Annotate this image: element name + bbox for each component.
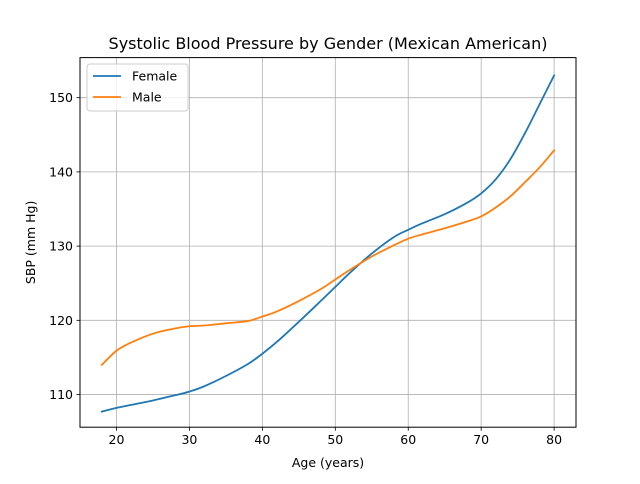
y-tick-label: 130 [49, 239, 73, 254]
y-tick-label: 120 [49, 313, 73, 328]
legend-label-female: Female [132, 69, 178, 84]
series-line-male [100, 149, 556, 367]
plot-frame [79, 57, 577, 428]
y-tick-label: 110 [49, 387, 73, 402]
axis-ticks: 20 30 40 50 60 70 80 110 120 130 140 150 [49, 90, 562, 447]
y-tick-label: 150 [49, 90, 73, 105]
series-line-female [100, 74, 556, 413]
y-tick-label: 140 [49, 164, 73, 179]
x-axis-label: Age (years) [292, 455, 364, 470]
x-tick-label: 60 [400, 432, 416, 447]
series-lines [100, 74, 556, 413]
x-tick-label: 50 [327, 432, 343, 447]
x-tick-label: 80 [546, 432, 562, 447]
y-axis-label: SBP (mm Hg) [23, 201, 38, 284]
x-tick-label: 40 [254, 432, 270, 447]
chart-title: Systolic Blood Pressure by Gender (Mexic… [109, 34, 548, 53]
legend: Female Male [86, 63, 189, 112]
grid-lines [80, 57, 576, 428]
x-tick-label: 70 [473, 432, 489, 447]
x-tick-label: 30 [181, 432, 197, 447]
x-tick-label: 20 [109, 432, 125, 447]
legend-label-male: Male [132, 90, 162, 105]
